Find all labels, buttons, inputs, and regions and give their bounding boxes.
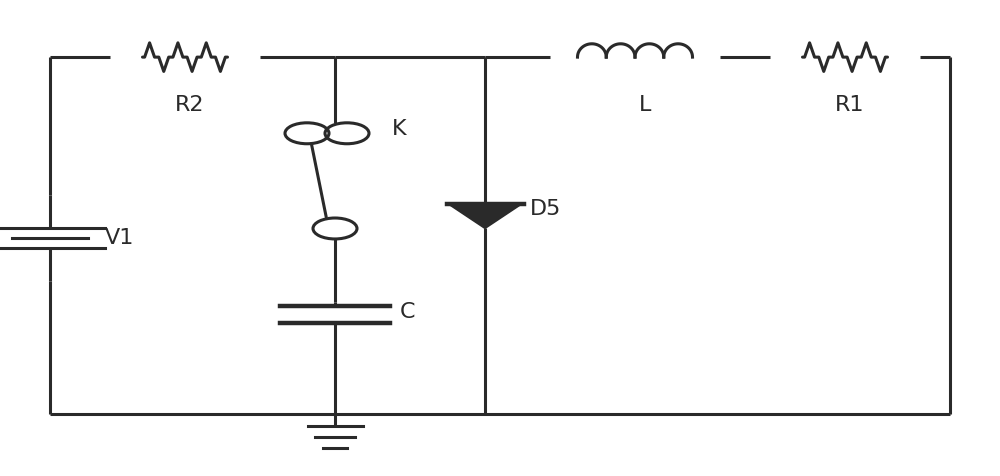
Text: R2: R2 — [175, 95, 205, 115]
Text: C: C — [400, 302, 416, 322]
Text: R1: R1 — [835, 95, 865, 115]
Text: V1: V1 — [105, 228, 134, 248]
Text: K: K — [392, 119, 407, 139]
Text: L: L — [639, 95, 651, 115]
Polygon shape — [450, 204, 520, 228]
Text: D5: D5 — [530, 199, 561, 219]
